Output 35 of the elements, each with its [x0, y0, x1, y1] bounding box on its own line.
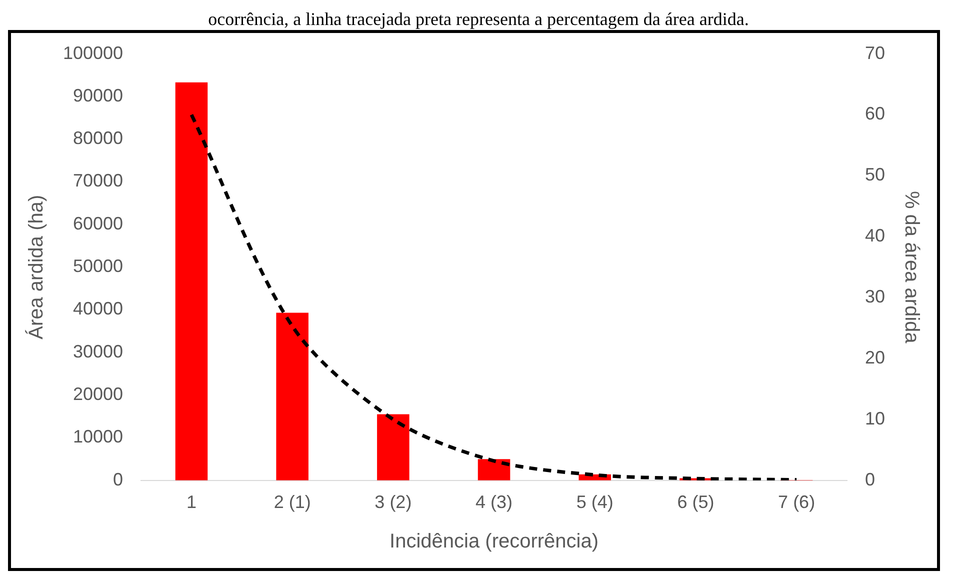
y-tick-label: 40000	[73, 298, 124, 319]
bar	[175, 82, 208, 480]
y2-tick-label: 30	[864, 286, 886, 307]
y2-tick-label: 70	[864, 42, 886, 63]
x-tick-label: 4 (3)	[476, 492, 513, 512]
y2-tick-label: 10	[864, 408, 886, 428]
y2-tick-label: 0	[864, 469, 875, 490]
y-tick-label: 20000	[73, 384, 124, 404]
y-tick-label: 100000	[62, 42, 124, 63]
y-tick-label: 60000	[73, 213, 124, 234]
y2-tick-label: 40	[864, 226, 886, 246]
bar	[276, 312, 308, 480]
y-tick-label: 0	[113, 469, 124, 490]
x-tick-label: 5 (4)	[576, 492, 614, 512]
x-tick-label: 1	[186, 492, 196, 512]
y-tick-label: 70000	[73, 170, 124, 191]
y2-tick-label: 50	[864, 164, 886, 185]
bar	[377, 414, 410, 480]
line-series	[190, 112, 798, 480]
y-tick-label: 80000	[73, 128, 124, 148]
y-tick-label: 30000	[73, 341, 124, 362]
x-tick-label: 2 (1)	[274, 492, 311, 512]
x-tick-label: 6 (5)	[677, 492, 714, 512]
bar	[478, 459, 510, 480]
y-tick-label: 10000	[73, 426, 124, 447]
y2-tick-label: 20	[864, 347, 886, 368]
x-tick-label: 7 (6)	[778, 492, 816, 512]
y-axis-title: Área ardida (ha)	[24, 194, 48, 340]
y2-tick-label: 60	[864, 104, 886, 124]
text: ocorrência, a linha tracejada preta representa a percentagem da área ardida.	[207, 8, 750, 30]
y-tick-label: 50000	[73, 256, 124, 276]
y2-axis-title: % da área ardida	[900, 190, 922, 344]
x-tick-label: 3 (2)	[374, 492, 412, 512]
x-axis-title: Incidência (recorrência)	[390, 530, 599, 553]
y-tick-label: 90000	[73, 85, 124, 106]
